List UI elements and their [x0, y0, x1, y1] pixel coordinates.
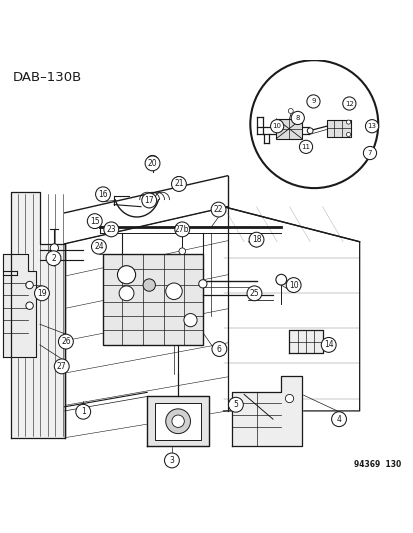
Text: 20: 20 [147, 159, 157, 168]
Text: 24: 24 [94, 242, 104, 251]
Circle shape [143, 279, 155, 291]
Circle shape [228, 397, 243, 412]
Circle shape [363, 147, 376, 160]
Circle shape [346, 132, 350, 136]
Bar [103, 254, 202, 345]
Bar [275, 119, 301, 139]
Circle shape [198, 280, 206, 288]
Text: 9: 9 [311, 99, 315, 104]
Text: 11: 11 [301, 144, 310, 150]
Circle shape [346, 120, 350, 124]
Circle shape [178, 248, 185, 255]
Text: DAB–130B: DAB–130B [13, 70, 82, 84]
Text: 15: 15 [90, 216, 100, 225]
Circle shape [287, 109, 292, 114]
Text: 23: 23 [106, 225, 116, 234]
Text: 17: 17 [144, 196, 154, 205]
Text: 10: 10 [288, 280, 298, 289]
Circle shape [211, 342, 226, 357]
Circle shape [26, 281, 33, 289]
Text: 12: 12 [344, 101, 353, 107]
Circle shape [171, 176, 186, 191]
Circle shape [117, 265, 135, 284]
Ellipse shape [175, 176, 182, 182]
Circle shape [249, 232, 263, 247]
Text: 3: 3 [169, 456, 174, 465]
Text: 13: 13 [367, 123, 376, 129]
Circle shape [142, 193, 156, 208]
Circle shape [95, 187, 110, 201]
Circle shape [320, 337, 335, 352]
Ellipse shape [147, 156, 157, 161]
Text: 14: 14 [323, 341, 333, 350]
Circle shape [34, 286, 49, 301]
Polygon shape [231, 376, 301, 446]
Text: 7: 7 [367, 150, 371, 156]
Text: 25: 25 [249, 289, 259, 298]
Circle shape [285, 394, 293, 402]
Polygon shape [11, 192, 64, 438]
Circle shape [165, 409, 190, 434]
Circle shape [250, 60, 377, 188]
Text: 16: 16 [98, 190, 107, 199]
Text: 5: 5 [233, 400, 238, 409]
Circle shape [211, 202, 225, 217]
Circle shape [306, 95, 319, 108]
Text: 27b: 27b [175, 225, 189, 234]
Circle shape [270, 119, 283, 133]
Circle shape [331, 411, 346, 426]
Text: 26: 26 [61, 337, 71, 346]
Polygon shape [3, 254, 36, 357]
Circle shape [290, 111, 304, 125]
Circle shape [342, 97, 355, 110]
Text: 21: 21 [174, 180, 183, 189]
Text: 94369  130: 94369 130 [353, 459, 400, 469]
Circle shape [285, 278, 300, 293]
Bar [326, 120, 351, 136]
Text: 1: 1 [81, 407, 85, 416]
Text: 2: 2 [51, 254, 56, 263]
Text: 8: 8 [295, 115, 299, 121]
Circle shape [247, 286, 261, 301]
Circle shape [46, 251, 61, 265]
Circle shape [165, 283, 182, 300]
Circle shape [164, 453, 179, 468]
Polygon shape [288, 330, 322, 353]
Bar [155, 402, 200, 440]
Circle shape [183, 313, 197, 327]
Circle shape [76, 405, 90, 419]
Circle shape [174, 222, 189, 237]
Circle shape [145, 156, 159, 171]
Circle shape [365, 119, 378, 133]
Text: 6: 6 [216, 344, 221, 353]
Circle shape [119, 286, 134, 301]
Text: 18: 18 [251, 235, 261, 244]
Circle shape [104, 222, 119, 237]
Circle shape [54, 359, 69, 374]
Circle shape [58, 334, 73, 349]
Text: 27: 27 [57, 362, 66, 371]
Circle shape [50, 244, 58, 252]
Circle shape [87, 214, 102, 229]
Text: 22: 22 [213, 205, 223, 214]
Circle shape [91, 239, 106, 254]
Text: 19: 19 [37, 289, 47, 298]
Polygon shape [147, 397, 209, 446]
Circle shape [171, 415, 184, 427]
Text: 4: 4 [336, 415, 341, 424]
Circle shape [299, 140, 312, 154]
Text: 10: 10 [272, 123, 281, 129]
Circle shape [275, 274, 286, 285]
Circle shape [306, 128, 312, 134]
Circle shape [26, 302, 33, 310]
